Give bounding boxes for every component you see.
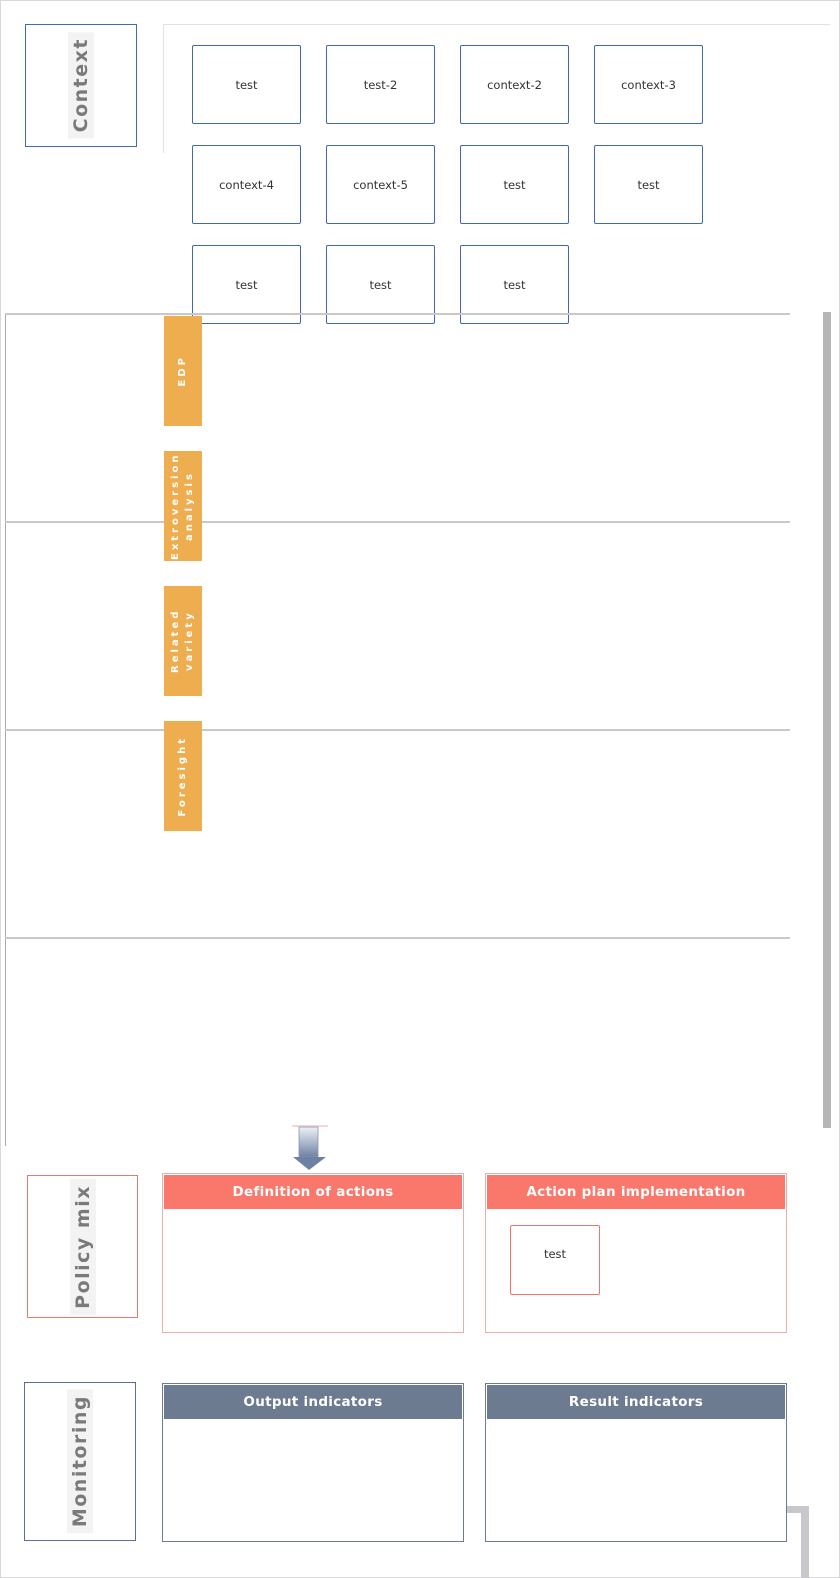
divider bbox=[5, 521, 790, 523]
output-indicators-panel: Output indicators bbox=[162, 1383, 464, 1542]
context-card[interactable]: test bbox=[460, 145, 569, 224]
monitoring-label-text: Monitoring bbox=[67, 1389, 93, 1534]
context-card[interactable]: context-5 bbox=[326, 145, 435, 224]
policy-mix-label-text: Policy mix bbox=[69, 1178, 96, 1315]
definition-of-actions-panel: Definition of actions bbox=[162, 1173, 464, 1333]
context-label-text: Context bbox=[68, 32, 94, 139]
context-card[interactable]: test bbox=[326, 245, 435, 324]
down-arrow-icon bbox=[292, 1125, 328, 1170]
monitoring-section-label: Monitoring bbox=[24, 1382, 136, 1541]
context-area bbox=[163, 24, 830, 153]
context-card[interactable]: context-3 bbox=[594, 45, 703, 124]
method-tab-related-variety[interactable]: Related variety bbox=[164, 586, 202, 696]
context-card[interactable]: test bbox=[192, 45, 301, 124]
panel-header: Result indicators bbox=[487, 1385, 785, 1419]
policy-mix-section-label: Policy mix bbox=[27, 1175, 138, 1318]
context-section-label: Context bbox=[25, 24, 137, 147]
context-card[interactable]: test bbox=[192, 245, 301, 324]
method-tab-foresight[interactable]: Foresight bbox=[164, 721, 202, 831]
panel-header: Definition of actions bbox=[164, 1175, 462, 1209]
context-card[interactable]: context-4 bbox=[192, 145, 301, 224]
divider bbox=[5, 937, 790, 939]
context-card[interactable]: context-2 bbox=[460, 45, 569, 124]
context-card[interactable]: test-2 bbox=[326, 45, 435, 124]
divider bbox=[5, 729, 790, 731]
method-tab-extroversion-analysis[interactable]: Extroversion analysis bbox=[164, 451, 202, 561]
context-card[interactable]: test bbox=[460, 245, 569, 324]
context-card[interactable]: test bbox=[594, 145, 703, 224]
divider bbox=[5, 313, 790, 315]
resize-handle[interactable] bbox=[787, 1506, 809, 1578]
action-plan-card[interactable]: test bbox=[510, 1225, 600, 1295]
method-tab-edp[interactable]: EDP bbox=[164, 316, 202, 426]
panel-header: Action plan implementation bbox=[487, 1175, 785, 1209]
result-indicators-panel: Result indicators bbox=[485, 1383, 787, 1542]
vertical-scrollbar[interactable] bbox=[823, 312, 831, 1128]
panel-header: Output indicators bbox=[164, 1385, 462, 1419]
